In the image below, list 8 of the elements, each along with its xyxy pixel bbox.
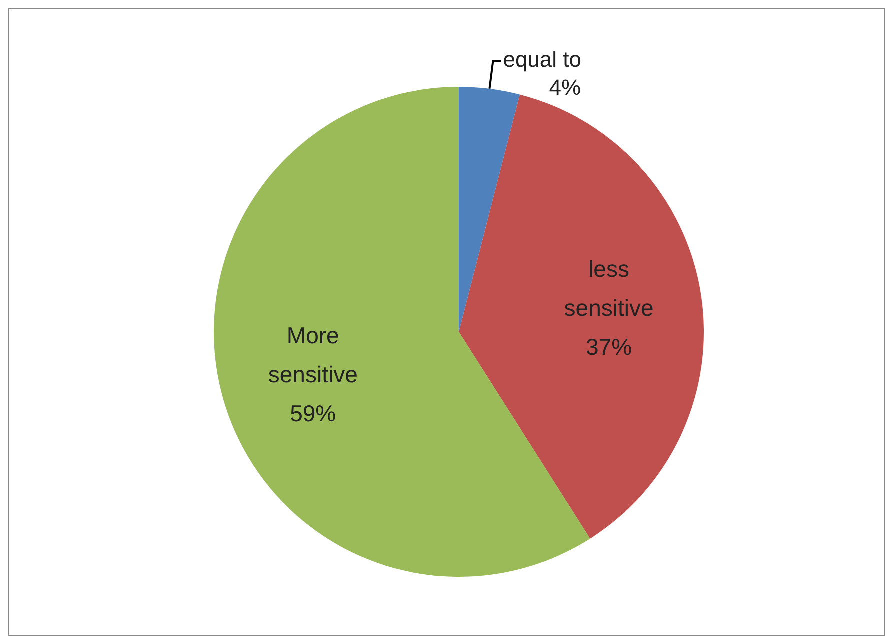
data-label: 4% [549, 75, 582, 100]
pie-slice [459, 87, 520, 332]
data-label: 59% [290, 400, 336, 426]
pie-slice [459, 94, 704, 539]
slice-label: More sensitive [268, 322, 358, 388]
slice-label: less sensitive [564, 256, 654, 322]
slice-label: equal to [503, 47, 582, 72]
data-label: 37% [586, 334, 632, 360]
